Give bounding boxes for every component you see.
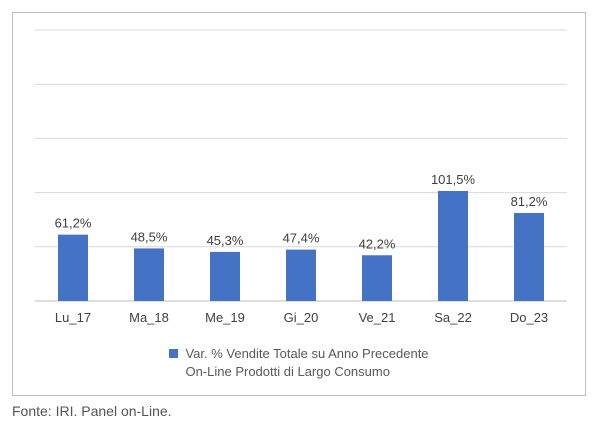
x-tick-label: Gi_20 (284, 310, 319, 325)
data-label: 42,2% (359, 236, 396, 251)
data-label: 45,3% (207, 233, 244, 248)
bar (362, 255, 392, 301)
x-tick-label: Lu_17 (55, 310, 91, 325)
bar (134, 248, 164, 301)
x-tick-label: Me_19 (205, 310, 245, 325)
x-tick-label: Sa_22 (434, 310, 472, 325)
chart-legend: Var. % Vendite Totale su Anno Precedente… (13, 345, 585, 381)
chart-frame: 61,2% Lu_17 48,5% Ma_18 45,3% Me_19 47,4% Gi_20… (12, 12, 586, 396)
bar (210, 251, 240, 301)
x-tick-label: Do_23 (510, 310, 548, 325)
x-tick-label: Ve_21 (359, 310, 396, 325)
data-label: 101,5% (431, 172, 476, 187)
data-label: 81,2% (511, 194, 548, 209)
bar (438, 190, 468, 301)
bar (286, 249, 316, 301)
legend-label-line1: Var. % Vendite Totale su Anno Precedente (185, 346, 429, 361)
source-caption: Fonte: IRI. Panel on-Line. (12, 403, 172, 419)
bar (514, 212, 544, 301)
legend-swatch (169, 349, 179, 358)
bar (58, 234, 88, 301)
data-label: 47,4% (283, 231, 320, 246)
data-label: 61,2% (55, 216, 92, 231)
x-tick-label: Ma_18 (129, 310, 169, 325)
data-label: 48,5% (131, 229, 168, 244)
bar-chart: 61,2% Lu_17 48,5% Ma_18 45,3% Me_19 47,4% Gi_20… (35, 29, 567, 325)
legend-label-line2: On-Line Prodotti di Largo Consumo (185, 364, 390, 379)
